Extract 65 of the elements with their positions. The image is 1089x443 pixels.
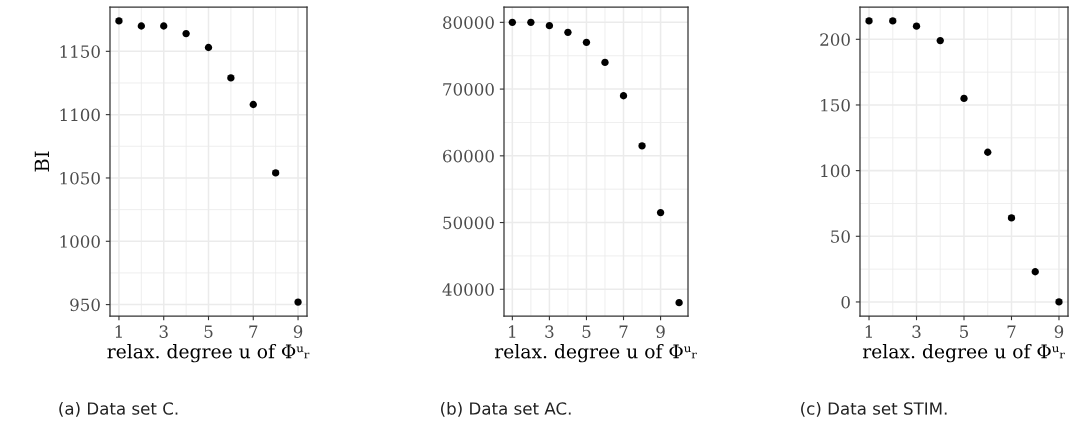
text: (a) Data set C. [59, 401, 178, 417]
point [619, 92, 628, 100]
point [638, 142, 646, 150]
point [545, 22, 554, 30]
y-tick-label: 100 [821, 164, 850, 178]
point [564, 28, 572, 37]
point [936, 36, 944, 45]
point [912, 22, 921, 30]
y-tick-label: 200 [820, 33, 850, 46]
point [182, 29, 190, 38]
y-tick-label: 50000 [443, 216, 494, 230]
y-tick-label: 60000 [443, 149, 494, 163]
point [1007, 214, 1016, 222]
y-tick-label: 1150 [60, 45, 100, 58]
point [601, 58, 609, 67]
x-tick-label: 5 [960, 325, 969, 338]
y-tick-label: 950 [70, 298, 100, 312]
x-tick-label: 7 [249, 325, 258, 338]
x-tick-label: 9 [293, 325, 303, 338]
point [675, 298, 683, 307]
point [271, 169, 280, 177]
point [889, 17, 897, 25]
y-axis-title: BI [34, 151, 49, 172]
x-axis-title: relax. degree u of Φᵘᵣ [107, 343, 310, 363]
y-tick-label: 40000 [442, 283, 494, 296]
x-tick-label: 1 [115, 325, 122, 338]
x-tick-label: 7 [619, 325, 628, 338]
x-tick-label: 1 [865, 325, 872, 338]
text: (b) Data set AC. [441, 401, 571, 417]
point [865, 17, 873, 25]
x-axis-title: relax. degree u of Φᵘᵣ [494, 343, 697, 363]
text: (c) Data set STIM. [801, 401, 947, 417]
y-tick-label: 70000 [443, 83, 494, 96]
point [656, 208, 665, 217]
point [294, 298, 302, 306]
y-tick-label: 1050 [60, 171, 100, 185]
point [1055, 298, 1063, 306]
y-tick-label: 50 [831, 230, 850, 243]
point [227, 74, 235, 82]
x-tick-label: 3 [545, 325, 554, 338]
point [984, 148, 992, 156]
x-tick-label: 7 [1007, 325, 1016, 338]
x-axis-title: relax. degree u of Φᵘᵣ [862, 343, 1065, 363]
y-tick-label: 1000 [60, 235, 100, 248]
point [115, 17, 123, 25]
y-tick-label: 1100 [60, 108, 100, 122]
y-tick-label: 150 [821, 98, 850, 112]
x-tick-label: 3 [912, 325, 921, 338]
point [960, 94, 968, 103]
point [582, 38, 591, 47]
point [508, 18, 517, 27]
point [204, 43, 213, 52]
x-tick-label: 3 [159, 325, 168, 338]
point [527, 18, 535, 27]
y-tick-label: 0 [841, 295, 850, 309]
x-tick-label: 5 [204, 325, 213, 338]
y-tick-label: 80000 [443, 16, 494, 29]
point [1031, 268, 1039, 276]
point [137, 22, 146, 30]
point [160, 22, 168, 30]
x-tick-label: 1 [509, 325, 516, 338]
x-tick-label: 5 [582, 325, 591, 338]
x-tick-label: 9 [656, 325, 665, 338]
x-tick-label: 9 [1054, 325, 1064, 338]
point [249, 100, 257, 109]
